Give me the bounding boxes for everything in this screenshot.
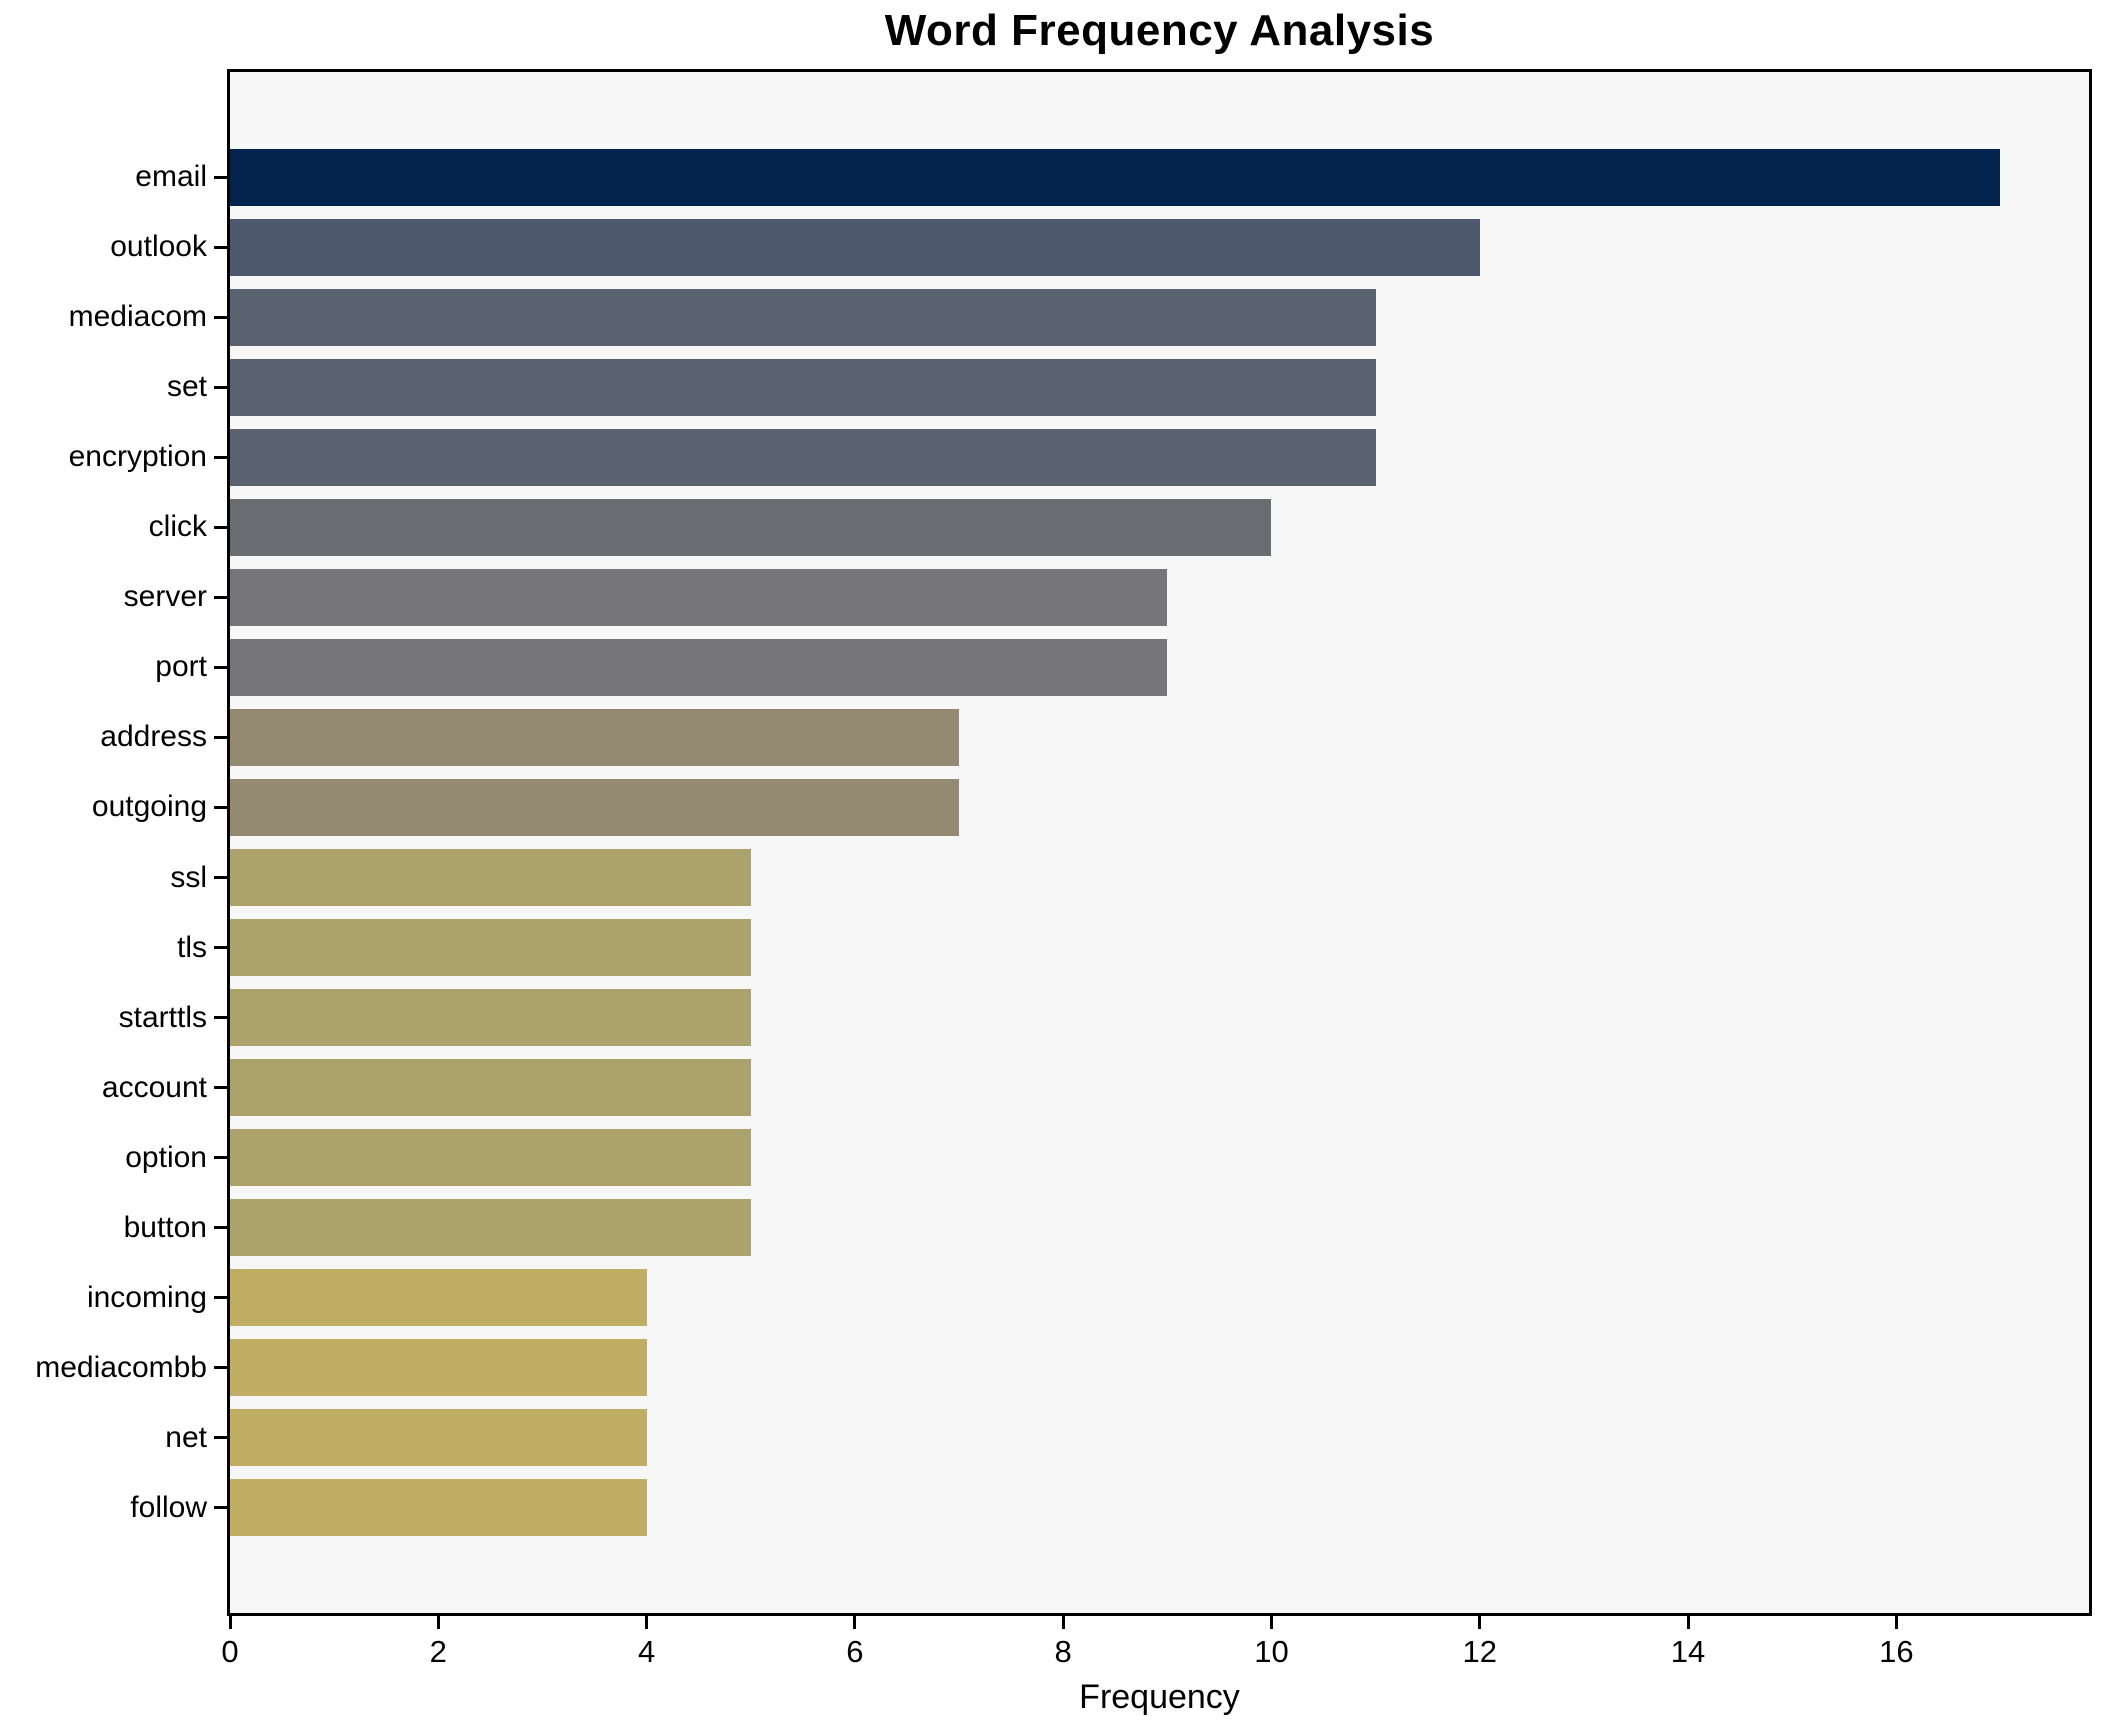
- y-tick-mark: [214, 1436, 227, 1440]
- bar-server: [230, 568, 1168, 626]
- y-tick-mark: [214, 525, 227, 529]
- y-tick-label-tls: tls: [177, 930, 207, 964]
- x-tick-label-6: 6: [846, 1634, 864, 1669]
- chart-title: Word Frequency Analysis: [884, 6, 1435, 55]
- x-tick-mark: [228, 1616, 232, 1629]
- y-tick-mark: [214, 1156, 227, 1160]
- y-tick-label-ssl: ssl: [170, 860, 207, 894]
- x-tick-label-14: 14: [1670, 1634, 1706, 1669]
- bar-outlook: [230, 218, 1480, 276]
- y-tick-label-net: net: [165, 1420, 207, 1454]
- x-axis-label: Frequency: [1079, 1678, 1240, 1716]
- bar-set: [230, 358, 1376, 416]
- bar-button: [230, 1199, 751, 1257]
- y-tick-mark: [214, 1296, 227, 1300]
- bar-outgoing: [230, 778, 960, 836]
- y-tick-mark: [214, 946, 227, 950]
- bar-starttls: [230, 989, 751, 1047]
- bar-tls: [230, 919, 751, 977]
- x-tick-mark: [1061, 1616, 1065, 1629]
- y-tick-label-mediacom: mediacom: [68, 300, 207, 334]
- x-tick-label-16: 16: [1879, 1634, 1914, 1669]
- bar-mediacombb: [230, 1339, 647, 1397]
- y-tick-label-outgoing: outgoing: [91, 790, 207, 824]
- y-tick-label-encryption: encryption: [68, 440, 207, 474]
- y-tick-label-incoming: incoming: [86, 1280, 207, 1314]
- y-tick-label-follow: follow: [130, 1490, 207, 1524]
- y-tick-label-button: button: [123, 1210, 207, 1244]
- bar-account: [230, 1059, 751, 1117]
- bar-email: [230, 148, 2001, 206]
- y-tick-mark: [214, 455, 227, 459]
- x-tick-mark: [1686, 1616, 1690, 1629]
- bar-incoming: [230, 1269, 647, 1327]
- x-tick-label-8: 8: [1054, 1634, 1072, 1669]
- y-tick-mark: [214, 805, 227, 809]
- y-tick-mark: [214, 1086, 227, 1090]
- y-tick-mark: [214, 665, 227, 669]
- x-tick-label-4: 4: [637, 1634, 656, 1669]
- y-tick-mark: [214, 1016, 227, 1020]
- x-tick-label-12: 12: [1462, 1634, 1497, 1669]
- x-tick-mark: [645, 1616, 649, 1629]
- y-tick-mark: [214, 1506, 227, 1510]
- y-tick-mark: [214, 175, 227, 179]
- bar-net: [230, 1409, 647, 1467]
- x-tick-mark: [1269, 1616, 1273, 1629]
- y-tick-mark: [214, 1366, 227, 1370]
- bar-follow: [230, 1479, 647, 1537]
- y-tick-label-starttls: starttls: [118, 1000, 207, 1034]
- y-tick-label-email: email: [135, 160, 207, 194]
- y-tick-mark: [214, 876, 227, 880]
- y-tick-mark: [214, 385, 227, 389]
- x-tick-mark: [436, 1616, 440, 1629]
- y-tick-label-outlook: outlook: [110, 230, 207, 264]
- x-tick-mark: [1478, 1616, 1482, 1629]
- y-tick-label-mediacombb: mediacombb: [35, 1350, 207, 1384]
- y-tick-mark: [214, 315, 227, 319]
- x-tick-mark: [1894, 1616, 1898, 1629]
- x-tick-mark: [853, 1616, 857, 1629]
- y-tick-label-set: set: [166, 370, 207, 404]
- y-tick-mark: [214, 1226, 227, 1230]
- bar-port: [230, 638, 1168, 696]
- x-tick-label-10: 10: [1254, 1634, 1289, 1669]
- bar-encryption: [230, 428, 1376, 486]
- y-tick-mark: [214, 735, 227, 739]
- bar-option: [230, 1129, 751, 1187]
- y-tick-label-address: address: [100, 720, 207, 754]
- y-tick-label-port: port: [155, 650, 207, 684]
- y-tick-label-server: server: [123, 580, 207, 614]
- x-tick-label-2: 2: [429, 1634, 447, 1669]
- y-tick-label-click: click: [148, 510, 207, 544]
- x-tick-label-0: 0: [221, 1634, 239, 1669]
- y-tick-mark: [214, 245, 227, 249]
- plot-area: [227, 69, 2092, 1616]
- bar-address: [230, 708, 960, 766]
- y-tick-mark: [214, 595, 227, 599]
- y-tick-label-option: option: [125, 1140, 207, 1174]
- y-tick-label-account: account: [101, 1070, 207, 1104]
- bar-mediacom: [230, 288, 1376, 346]
- bar-click: [230, 498, 1272, 556]
- bar-ssl: [230, 849, 751, 907]
